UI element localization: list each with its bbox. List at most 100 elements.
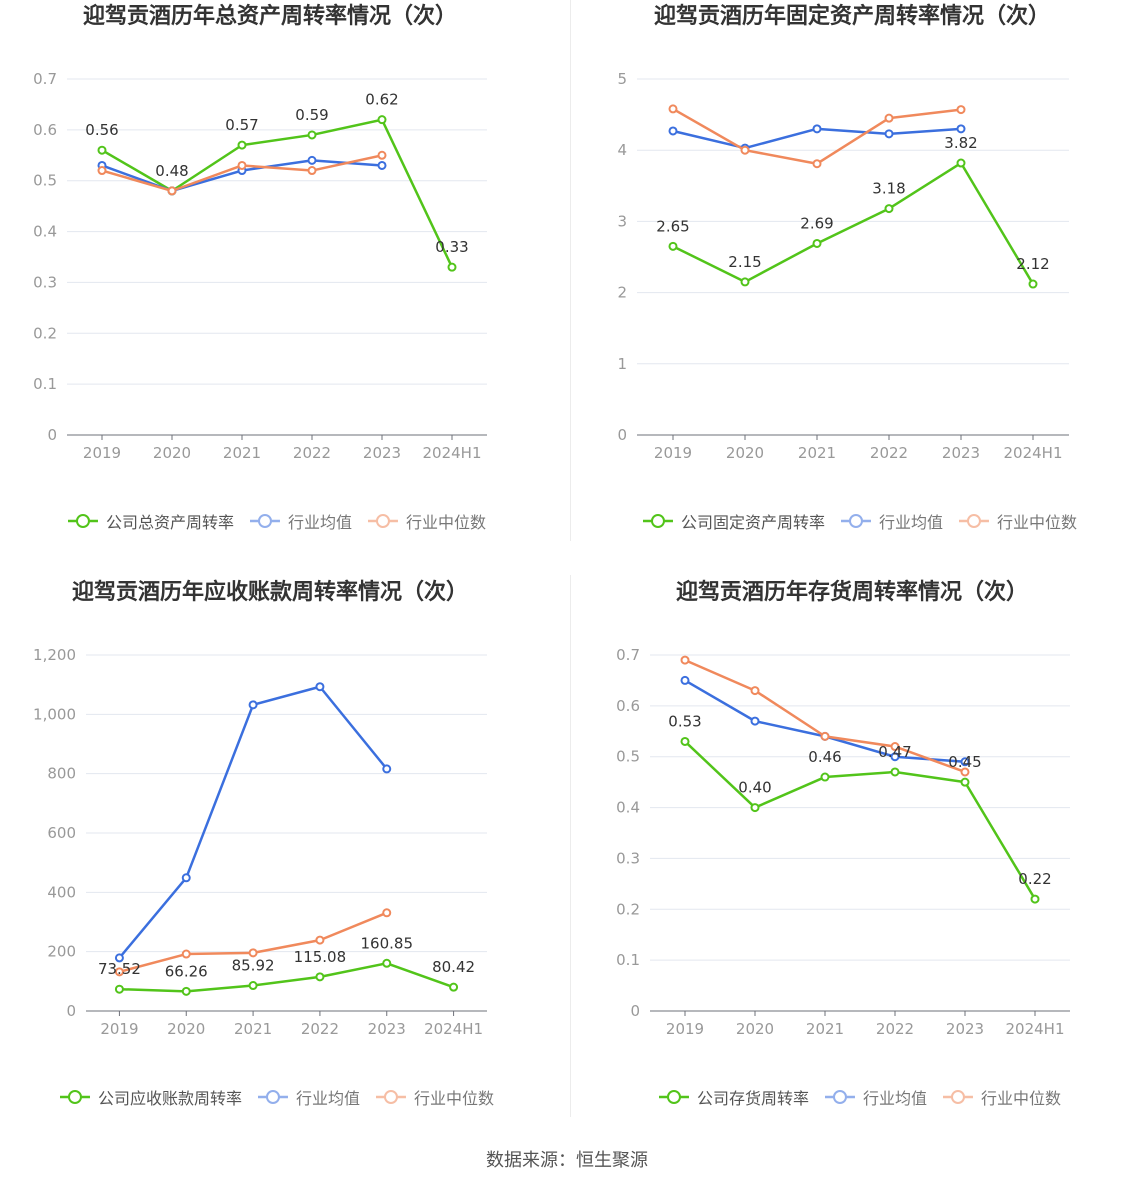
x-tick-label: 2023 [363,444,401,462]
x-tick-label: 2023 [942,444,980,462]
data-point-company[interactable] [680,736,690,746]
data-point-industry-mean[interactable] [750,716,760,726]
legend-item-industry-median[interactable]: 行业中位数 [959,509,1077,533]
data-point-industry-median[interactable] [740,145,750,155]
data-point-company[interactable] [890,767,900,777]
legend-line-marker-icon [376,1090,407,1104]
data-point-industry-median[interactable] [114,967,124,977]
legend-label: 行业均值 [295,1089,361,1108]
legend-item-company[interactable]: 公司应收账款周转率 [59,1085,242,1109]
data-point-company[interactable] [97,145,107,155]
data-point-company[interactable] [960,777,970,787]
legend-item-industry-median[interactable]: 行业中位数 [376,1085,494,1109]
x-tick-label: 2023 [368,1020,406,1038]
legend-item-industry-median[interactable]: 行业中位数 [943,1085,1061,1109]
data-point-company[interactable] [750,803,760,813]
data-point-company[interactable] [307,130,317,140]
data-point-company[interactable] [181,986,191,996]
data-point-industry-median[interactable] [820,731,830,741]
data-point-industry-median[interactable] [668,104,678,114]
data-point-company[interactable] [884,204,894,214]
data-point-company[interactable] [1028,279,1038,289]
data-point-industry-mean[interactable] [181,873,191,883]
y-tick-label: 0 [617,426,627,444]
x-tick-label: 2021 [223,444,261,462]
data-point-company[interactable] [114,984,124,994]
chart-legend-inventory-turnover: 公司存货周转率 行业均值 行业中位数 [658,1085,1061,1109]
legend-item-industry-mean[interactable]: 行业均值 [824,1085,927,1109]
data-point-industry-median[interactable] [680,655,690,665]
data-point-industry-median[interactable] [237,160,247,170]
data-point-company[interactable] [740,277,750,287]
x-tick-label: 2024H1 [423,444,482,462]
data-point-industry-mean[interactable] [248,700,258,710]
data-point-industry-median[interactable] [382,908,392,918]
data-point-industry-median[interactable] [315,935,325,945]
x-tick-label: 2022 [876,1020,914,1038]
data-point-industry-median[interactable] [377,150,387,160]
data-point-company[interactable] [449,982,459,992]
data-point-industry-mean[interactable] [382,764,392,774]
data-point-company[interactable] [382,958,392,968]
legend-line-marker-icon [642,514,673,528]
legend-item-industry-mean[interactable]: 行业均值 [249,509,352,533]
data-point-industry-median[interactable] [307,166,317,176]
data-point-industry-mean[interactable] [377,160,387,170]
data-point-industry-mean[interactable] [114,953,124,963]
data-point-industry-mean[interactable] [315,682,325,692]
legend-item-company[interactable]: 公司总资产周转率 [67,509,234,533]
y-tick-label: 0 [630,1002,640,1020]
data-point-industry-mean[interactable] [680,675,690,685]
y-tick-label: 200 [47,943,76,961]
data-point-industry-mean[interactable] [960,757,970,767]
y-tick-label: 600 [47,824,76,842]
data-point-company[interactable] [248,981,258,991]
data-point-company[interactable] [447,262,457,272]
data-label-company: 80.42 [432,958,475,976]
data-point-industry-median[interactable] [181,949,191,959]
y-tick-label: 0.3 [33,273,57,291]
data-label-company: 160.85 [361,934,414,952]
data-point-industry-mean[interactable] [884,129,894,139]
data-point-industry-mean[interactable] [956,124,966,134]
data-point-industry-median[interactable] [97,166,107,176]
data-label-company: 85.92 [232,957,275,975]
data-source-note: 数据来源：恒生聚源 [486,1150,648,1171]
data-point-company[interactable] [237,140,247,150]
data-point-company[interactable] [377,115,387,125]
data-point-industry-median[interactable] [167,186,177,196]
legend-item-industry-mean[interactable]: 行业均值 [840,509,943,533]
data-point-company[interactable] [1030,894,1040,904]
data-point-industry-median[interactable] [956,105,966,115]
y-tick-label: 800 [47,765,76,783]
data-point-industry-mean[interactable] [890,752,900,762]
data-point-industry-mean[interactable] [812,124,822,134]
data-point-company[interactable] [956,158,966,168]
data-point-industry-mean[interactable] [307,155,317,165]
data-point-company[interactable] [820,772,830,782]
y-tick-label: 0.5 [616,748,640,766]
data-point-company[interactable] [812,238,822,248]
data-point-company[interactable] [668,241,678,251]
data-point-company[interactable] [315,972,325,982]
legend-item-industry-median[interactable]: 行业中位数 [368,509,486,533]
data-point-industry-median[interactable] [884,113,894,123]
legend-item-company[interactable]: 公司固定资产周转率 [642,509,825,533]
data-label-company: 115.08 [294,948,347,966]
data-point-industry-median[interactable] [812,159,822,169]
data-point-industry-median[interactable] [960,767,970,777]
series-line-company [100,118,454,269]
data-point-industry-mean[interactable] [668,126,678,136]
y-tick-label: 1,200 [33,646,76,664]
data-point-industry-median[interactable] [248,948,258,958]
data-point-industry-median[interactable] [890,742,900,752]
legend-line-marker-icon [824,1090,855,1104]
chart-title-total-asset-turnover: 迎驾贡酒历年总资产周转率情况（次） [82,4,457,29]
data-point-industry-median[interactable] [750,686,760,696]
data-label-company: 0.33 [435,238,468,256]
x-tick-label: 2022 [870,444,908,462]
legend-item-industry-mean[interactable]: 行业均值 [257,1085,361,1109]
chart-plot-1: 0 0.1 0.2 0.3 0.4 0.5 0.6 0.7 2019 2020 2021 2022 20… [33,70,487,462]
legend-item-company[interactable]: 公司存货周转率 [658,1085,809,1109]
